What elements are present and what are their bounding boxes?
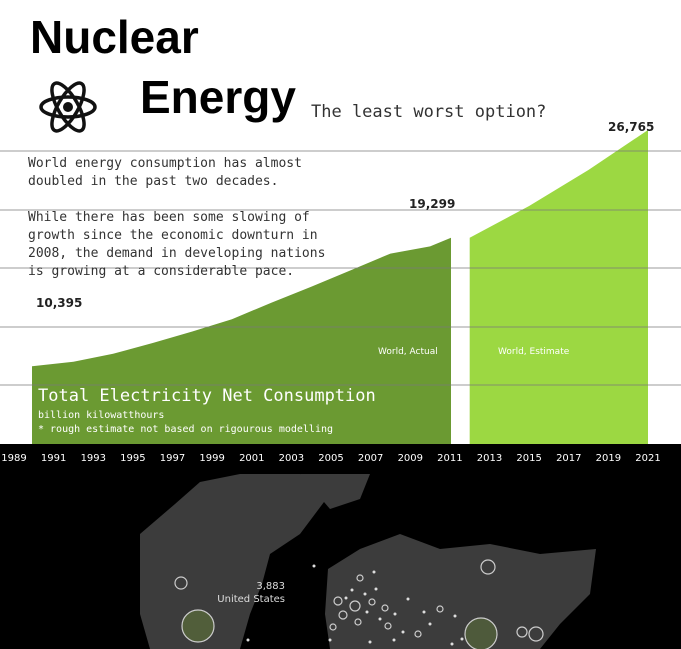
bubble-ukraine [381,604,389,612]
x-tick-label: 2017 [556,453,581,464]
intro-text: World energy consumption has almost doub… [28,155,348,299]
x-tick-label: 1991 [41,453,66,464]
data-label: 10,395 [36,296,82,310]
series-label: World, Actual [378,347,438,357]
chart-title: Total Electricity Net Consumption [38,386,376,406]
x-tick-label: 1993 [81,453,106,464]
bubble-canada [174,576,188,590]
x-tick-label: 2011 [437,453,462,464]
bubble-usa [181,609,215,643]
bubble-iran [414,630,422,638]
bubble-germany [349,600,361,612]
intro-paragraph-1: World energy consumption has almost doub… [28,156,302,189]
bubble-korea [516,626,528,638]
consumption-area-chart: World, Actual World, Estimate 10,395 19,299… [0,120,681,474]
intro-paragraph-2: While there has been some slowing of gro… [28,210,326,279]
chart-footnote: * rough estimate not based on rigourous … [38,424,334,435]
bubble-poland [368,598,376,606]
bubble-france [338,610,348,620]
x-tick-label: 1999 [199,453,224,464]
bubble-sweden [356,574,364,582]
x-tick-label: 2021 [635,453,660,464]
x-tick-label: 2007 [358,453,383,464]
map-callout-country: United States [217,594,285,605]
data-label: 19,299 [409,197,455,211]
world-map: 3,883 United States [0,474,681,649]
eurasia-landmass [325,534,596,649]
bubble-kazakhstan [436,605,444,613]
series-label: World, Estimate [498,347,570,357]
x-tick-label: 2009 [398,453,423,464]
small-country-dots [246,564,464,646]
x-tick-label: 2003 [279,453,304,464]
atom-icon [39,81,97,133]
page-title-line1: Nuclear [30,11,199,63]
x-tick-label: 1997 [160,453,185,464]
bubble-turkey [384,622,392,630]
bubble-russia [480,559,496,575]
x-axis-bar [0,444,681,474]
chart-unit: billion kilowatthours [38,410,165,421]
x-tick-label: 2013 [477,453,502,464]
x-tick-label: 2019 [596,453,621,464]
bubble-japan [528,626,544,642]
x-tick-label: 2001 [239,453,264,464]
series-area-estimate [469,130,648,444]
bubble-italy [354,618,362,626]
x-tick-label: 1989 [1,453,26,464]
chart-notes: billion kilowatthours * rough estimate n… [38,409,333,437]
x-tick-label: 2005 [318,453,343,464]
greenland-landmass [300,474,370,509]
north-america-landmass [140,474,330,649]
bubble-china [464,617,498,649]
x-tick-label: 1995 [120,453,145,464]
page-title-line2: Energy [140,71,296,123]
series-area-actual [32,237,451,444]
world-map-svg [140,474,596,649]
map-callout-value: 3,883 [256,581,285,592]
bubble-uk [333,596,343,606]
bubble-spain [329,623,337,631]
data-label: 26,765 [608,120,654,134]
page-subtitle: The least worst option? [311,102,547,122]
x-tick-label: 2015 [516,453,541,464]
country-bubbles [174,559,544,649]
